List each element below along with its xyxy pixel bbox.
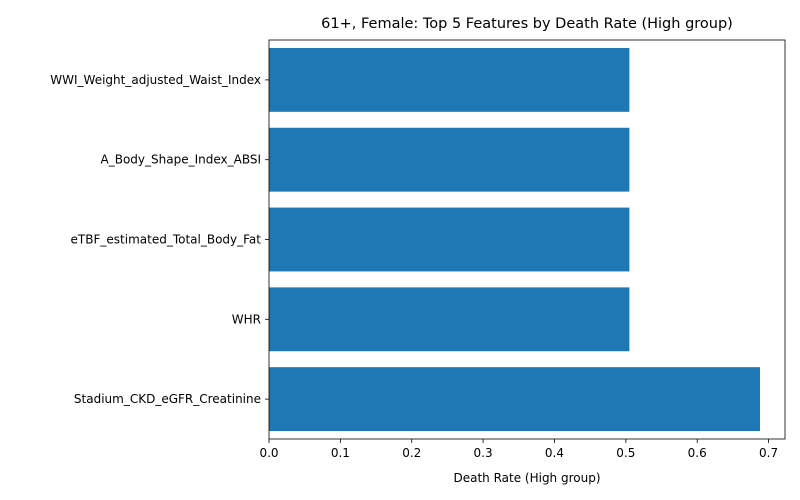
y-tick-label: Stadium_CKD_eGFR_Creatinine: [74, 392, 261, 406]
x-axis-label: Death Rate (High group): [453, 471, 600, 485]
chart-title: 61+, Female: Top 5 Features by Death Rat…: [321, 16, 733, 32]
x-tick-label: 0.3: [474, 446, 493, 460]
y-axis-ticks: WWI_Weight_adjusted_Waist_Index A_Body_Sh…: [50, 73, 269, 406]
y-tick-label: WHR: [232, 312, 261, 326]
x-tick-label: 0.2: [402, 446, 421, 460]
y-tick-label: eTBF_estimated_Total_Body_Fat: [71, 233, 262, 247]
y-tick-label: WWI_Weight_adjusted_Waist_Index: [50, 73, 261, 87]
bar-eTBF_estimated_Total_Body_Fat: [269, 207, 630, 272]
bar-A_Body_Shape_Index_ABSI: [269, 127, 630, 192]
bar-WHR: [269, 287, 630, 352]
x-tick-label: 0.1: [331, 446, 350, 460]
axes-frame: [268, 39, 786, 440]
bar-Stadium_CKD_eGFR_Creatinine: [269, 367, 761, 432]
bar-WWI_Weight_adjusted_Waist_Index: [269, 47, 630, 112]
x-tick-label: 0.4: [545, 446, 564, 460]
y-tick-label: A_Body_Shape_Index_ABSI: [101, 153, 262, 167]
x-tick-label: 0.5: [616, 446, 635, 460]
x-axis-ticks: 0.0 0.1 0.2 0.3 0.4 0.5 0.6 0.7: [259, 439, 778, 460]
plot-frame: [268, 39, 786, 440]
bars-group: [269, 47, 761, 432]
x-tick-label: 0.0: [259, 446, 278, 460]
x-tick-label: 0.7: [759, 446, 778, 460]
x-tick-label: 0.6: [688, 446, 707, 460]
